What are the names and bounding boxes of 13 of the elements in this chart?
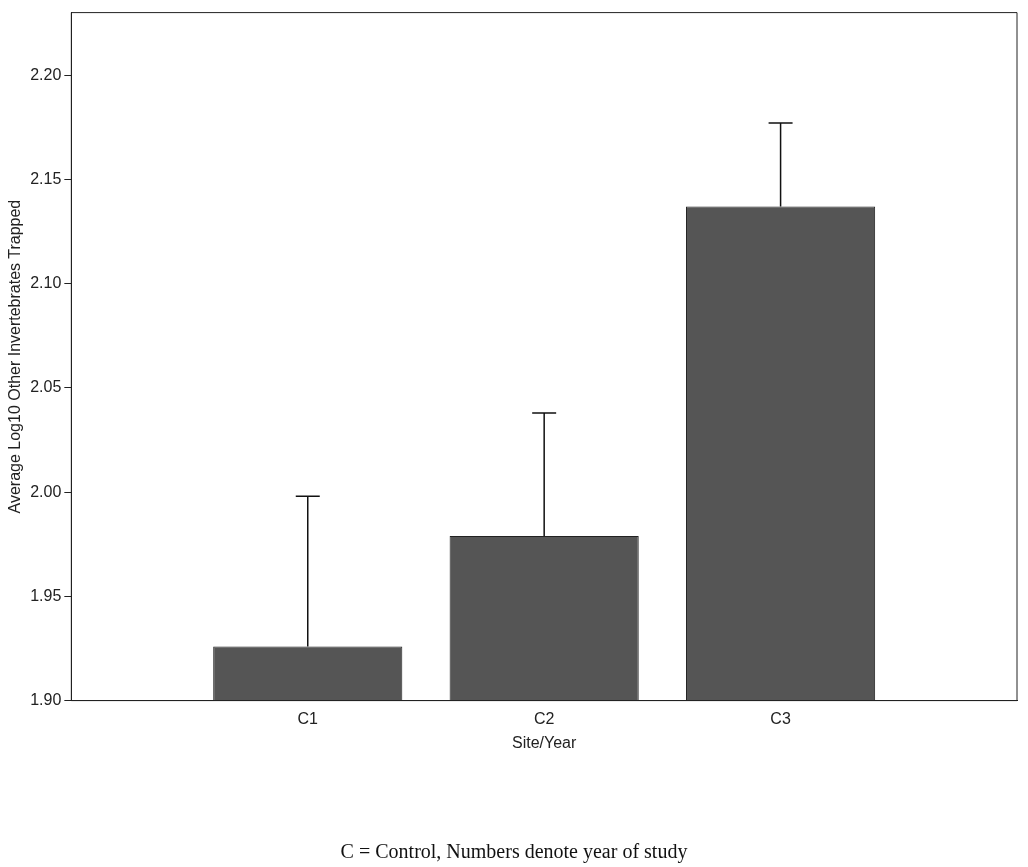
- y-tick-label: 2.15: [30, 169, 62, 187]
- x-axis-title: Site/Year: [512, 733, 578, 751]
- y-tick-label: 2.05: [30, 378, 62, 396]
- y-tick-label: 2.10: [30, 274, 62, 292]
- y-tick-label: 1.90: [30, 691, 62, 709]
- x-tick-label: C2: [533, 709, 555, 727]
- y-axis-title: Average Log10 Other Invertebrates Trapped: [6, 199, 24, 514]
- x-tick-label: C1: [297, 709, 319, 727]
- y-tick-label: 2.20: [30, 65, 62, 83]
- text: C = Control, Numbers denote year of study: [340, 840, 688, 864]
- x-tick-label: C3: [770, 709, 791, 727]
- y-tick-label: 2.00: [30, 482, 62, 500]
- y-tick-label: 1.95: [30, 586, 62, 604]
